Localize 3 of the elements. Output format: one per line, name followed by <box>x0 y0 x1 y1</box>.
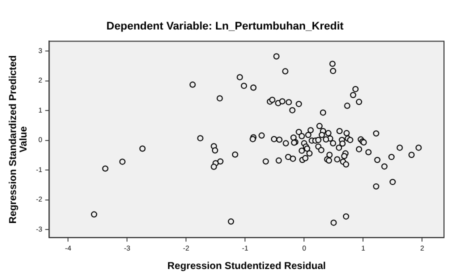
x-axis-title: Regression Studentized Residual <box>167 260 326 272</box>
chart-title: Dependent Variable: Ln_Pertumbuhan_Kredit <box>106 20 344 33</box>
y-axis-title: Regression Standardized Predicted Value <box>8 55 30 224</box>
